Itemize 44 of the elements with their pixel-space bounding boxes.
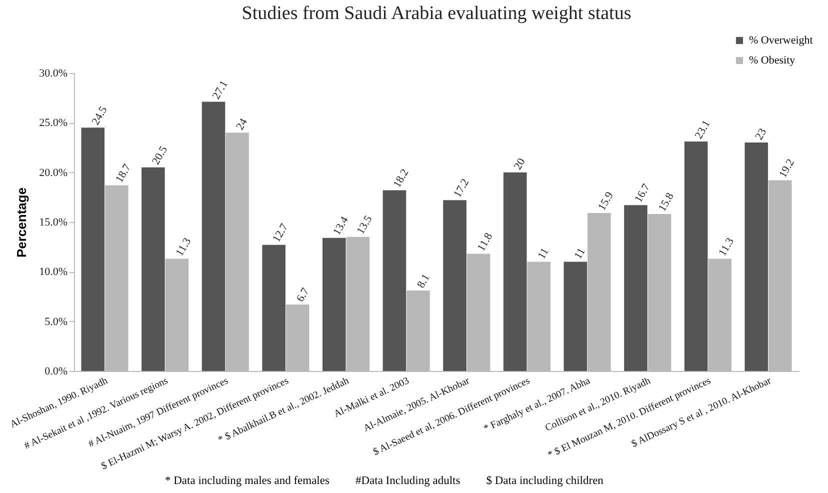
bar (382, 190, 406, 371)
bar (443, 200, 466, 371)
data-label: 13.5 (354, 213, 375, 236)
bar (744, 142, 768, 371)
data-label: 17.2 (452, 177, 472, 200)
y-axis-title: Percentage (14, 187, 30, 258)
data-label: 11 (572, 246, 588, 262)
data-label: 11 (536, 246, 552, 262)
y-tick-label: 0.0% (44, 366, 68, 378)
data-label: 20 (512, 156, 528, 172)
data-label: 8.1 (415, 272, 432, 290)
data-label: 27.1 (210, 78, 230, 102)
y-tick-label: 10.0% (39, 266, 68, 278)
bar (684, 142, 708, 371)
data-label: 23 (753, 126, 770, 142)
bar (564, 262, 588, 371)
text: * Data including males and females (165, 475, 330, 487)
y-tick-label: 25.0% (39, 117, 68, 130)
bar (624, 205, 648, 371)
data-label: 15.9 (596, 189, 616, 213)
bar (262, 244, 286, 371)
text: $ Data including children (486, 475, 604, 487)
data-label: 19.2 (776, 157, 797, 180)
data-label: 23.1 (692, 118, 713, 142)
data-label: 13.4 (330, 214, 352, 238)
data-label: 11.3 (716, 236, 737, 258)
legend-label: % Obesity (749, 54, 796, 66)
y-tick-label: 15.0% (39, 216, 68, 228)
data-label: 11.8 (475, 230, 496, 254)
legend-label: % Overweight (749, 34, 813, 46)
y-tick-label: 20.0% (39, 166, 68, 179)
text: #Data Including adults (355, 475, 460, 487)
bar (322, 238, 346, 371)
y-tick-label: 30.0% (39, 68, 68, 80)
data-label: 18.2 (391, 167, 412, 190)
y-tick-label: 5.0% (44, 316, 68, 328)
bar (202, 102, 226, 371)
chart-title: Studies from Saudi Arabia evaluating weight status (242, 3, 632, 24)
bar (81, 128, 105, 371)
data-label: 24 (234, 116, 250, 132)
bar (142, 167, 165, 371)
data-label: 11.3 (174, 236, 194, 258)
data-label: 6.7 (294, 286, 312, 304)
bar (503, 172, 527, 371)
